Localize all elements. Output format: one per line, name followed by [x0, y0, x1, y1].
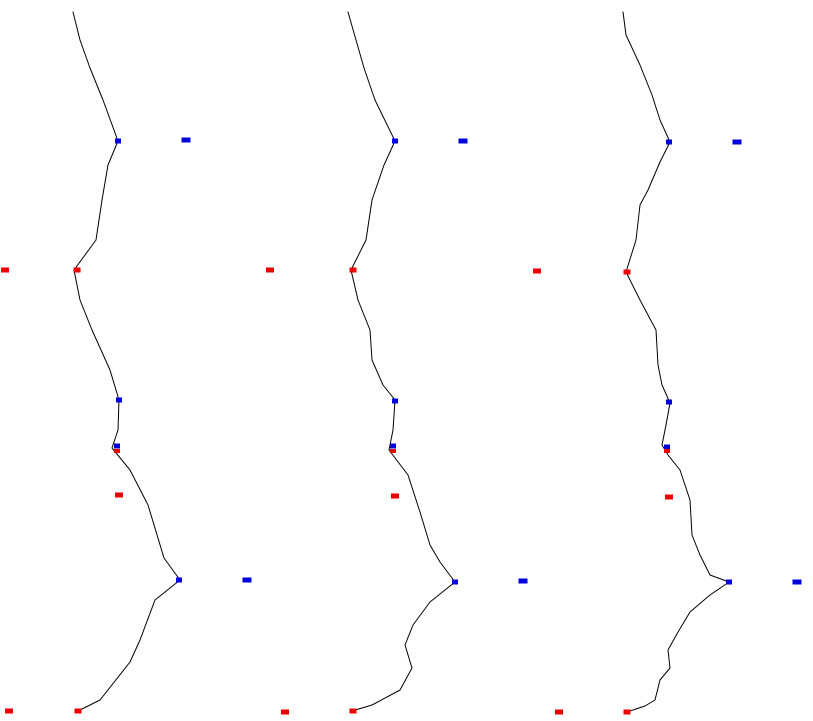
red-marker [664, 449, 670, 453]
red-marker [349, 267, 357, 273]
red-marker [665, 494, 673, 500]
blue-marker [518, 578, 528, 584]
blue-marker [176, 577, 182, 583]
blue-marker [392, 138, 398, 144]
blue-marker [114, 443, 120, 449]
red-marker [390, 449, 396, 453]
red-marker [1, 267, 9, 273]
blue-marker [392, 398, 398, 404]
blue-marker [242, 577, 252, 583]
panel-1 [1, 11, 252, 714]
blue-marker [666, 399, 672, 405]
red-marker [555, 709, 563, 715]
blue-marker [390, 443, 396, 449]
red-marker [391, 493, 399, 499]
blue-marker [116, 397, 122, 403]
red-marker [623, 709, 631, 715]
red-marker [5, 708, 13, 714]
red-marker [115, 492, 123, 498]
red-marker [74, 708, 82, 714]
panel-2 [266, 11, 528, 715]
blue-marker [792, 579, 802, 585]
blue-marker [726, 579, 732, 585]
path-line [72, 11, 181, 712]
blue-marker [732, 139, 742, 145]
blue-marker [181, 137, 191, 143]
path-line [347, 11, 456, 712]
red-marker [533, 268, 541, 274]
path-line [622, 11, 730, 713]
blue-marker [452, 579, 458, 585]
blue-marker [666, 139, 672, 145]
blue-marker [115, 138, 121, 144]
blue-marker [664, 444, 670, 450]
red-marker [623, 269, 631, 275]
red-marker [73, 267, 81, 273]
blue-marker [458, 138, 468, 144]
red-marker [266, 267, 274, 273]
red-marker [281, 709, 289, 715]
red-marker [349, 708, 357, 714]
panel-3 [533, 11, 802, 715]
red-marker [114, 449, 120, 453]
